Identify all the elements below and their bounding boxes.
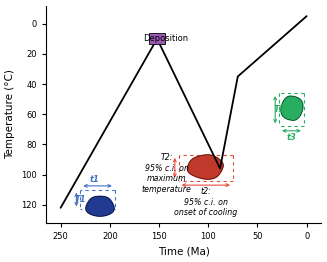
Text: t1: t1 [90,175,99,184]
Text: T1: T1 [75,195,86,204]
Text: t2:
95% c.i. on
onset of cooling: t2: 95% c.i. on onset of cooling [174,187,237,217]
Text: Deposition: Deposition [143,34,188,43]
Text: T3: T3 [273,105,285,114]
Text: t3: t3 [286,133,296,142]
Polygon shape [187,155,223,179]
X-axis label: Time (Ma): Time (Ma) [158,247,210,256]
Polygon shape [281,96,303,120]
Text: T2:
95% c.i. on
maximum
temperature: T2: 95% c.i. on maximum temperature [142,154,192,194]
Polygon shape [86,196,114,216]
Y-axis label: Temperature (°C): Temperature (°C) [6,69,16,159]
Bar [149,34,165,44]
